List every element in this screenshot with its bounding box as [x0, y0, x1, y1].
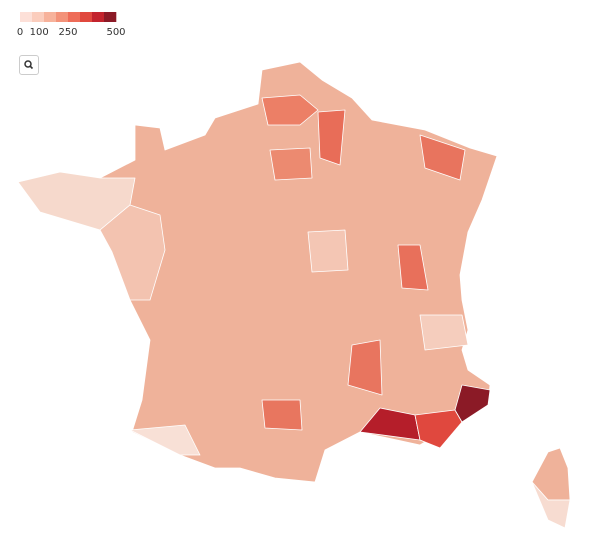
- legend-swatch: [44, 12, 57, 22]
- legend-tick-label: 250: [58, 27, 77, 38]
- legend-swatch: [104, 12, 117, 22]
- legend-swatch: [20, 12, 33, 22]
- nord: [261, 94, 319, 126]
- search-icon: [24, 60, 34, 70]
- west: [99, 204, 166, 301]
- legend-swatch: [56, 12, 69, 22]
- legend-swatch: [68, 12, 81, 22]
- tarn: [261, 399, 303, 431]
- legend-swatch: [32, 12, 45, 22]
- legend-swatch: [92, 12, 105, 22]
- france: [17, 61, 571, 529]
- drome: [347, 339, 383, 396]
- center: [307, 229, 349, 273]
- landes: [129, 424, 201, 456]
- legend: 0 100 250 500: [17, 12, 126, 38]
- alpes-maritimes: [454, 384, 491, 423]
- corsica-south: [531, 481, 571, 529]
- paris: [269, 147, 313, 181]
- var: [414, 409, 463, 449]
- savoie: [419, 314, 469, 351]
- legend-swatch: [80, 12, 93, 22]
- brittany: [17, 171, 136, 231]
- aisne: [317, 109, 346, 166]
- legend-tick-label: 500: [106, 27, 125, 38]
- legend-tick-label: 0: [17, 27, 23, 38]
- alsace: [419, 134, 466, 181]
- legend-tick-label: 100: [30, 27, 49, 38]
- search-button[interactable]: [19, 55, 39, 75]
- rhone: [397, 244, 429, 291]
